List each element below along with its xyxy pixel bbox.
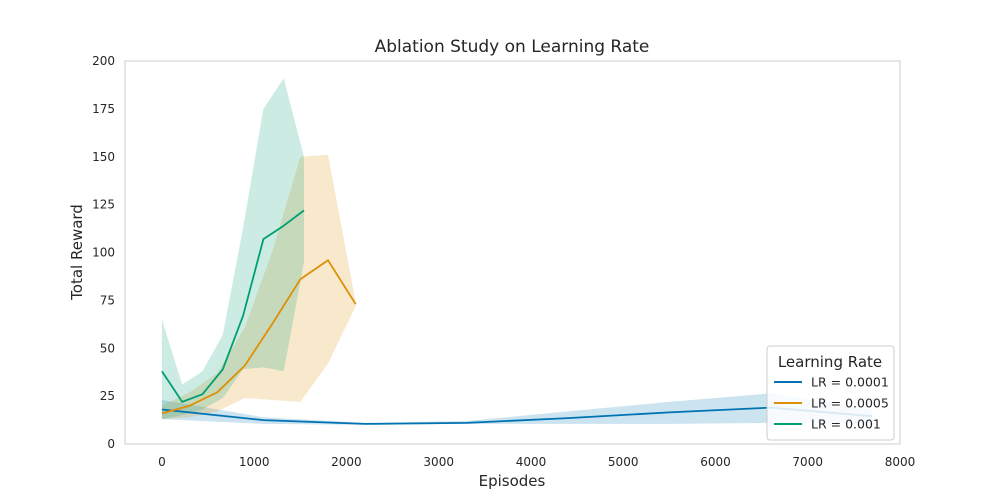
legend-title: Learning Rate [778, 353, 882, 371]
legend-label: LR = 0.001 [811, 417, 881, 432]
line-series-3 [161, 209, 305, 403]
x-tick-label: 1000 [239, 455, 270, 469]
legend-item: LR = 0.001 [774, 417, 881, 432]
plot-frame [124, 60, 901, 445]
y-tick-label: 100 [92, 246, 115, 260]
y-tick-label: 50 [100, 341, 115, 355]
x-tick-label: 7000 [792, 455, 823, 469]
y-axis-ticks: 0 25 50 75 100 125 150 175 200 [92, 54, 115, 451]
legend-label: LR = 0.0001 [811, 375, 889, 390]
y-tick-label: 75 [100, 293, 115, 307]
line-series-2 [161, 259, 357, 415]
legend-items: LR = 0.0001 LR = 0.0005 LR = 0.001 [774, 375, 889, 432]
band-series-3 [161, 78, 304, 420]
band-series-1 [161, 393, 873, 425]
legend-item: LR = 0.0001 [774, 375, 889, 390]
x-tick-label: 6000 [700, 455, 731, 469]
x-tick-label: 3000 [423, 455, 454, 469]
x-tick-label: 2000 [331, 455, 362, 469]
legend-item: LR = 0.0005 [774, 396, 889, 411]
x-axis-ticks: 0 1000 2000 3000 4000 5000 6000 7000 8000 [158, 455, 915, 469]
series-lines [161, 209, 873, 425]
y-tick-label: 25 [100, 389, 115, 403]
legend-label: LR = 0.0005 [811, 396, 889, 411]
confidence-bands [161, 78, 873, 425]
x-tick-label: 0 [158, 455, 166, 469]
chart-title: Ablation Study on Learning Rate [375, 37, 650, 57]
y-axis-label: Total Reward [68, 204, 86, 301]
band-series-2 [161, 154, 356, 420]
x-tick-label: 5000 [608, 455, 639, 469]
x-tick-label: 8000 [885, 455, 916, 469]
y-tick-label: 200 [92, 54, 115, 68]
x-axis-label: Episodes [479, 472, 546, 490]
y-tick-label: 175 [92, 102, 115, 116]
line-series-1 [161, 406, 873, 425]
x-tick-label: 4000 [516, 455, 547, 469]
legend-box [766, 345, 895, 441]
y-tick-label: 125 [92, 198, 115, 212]
y-tick-label: 0 [107, 437, 115, 451]
y-tick-label: 150 [92, 150, 115, 164]
